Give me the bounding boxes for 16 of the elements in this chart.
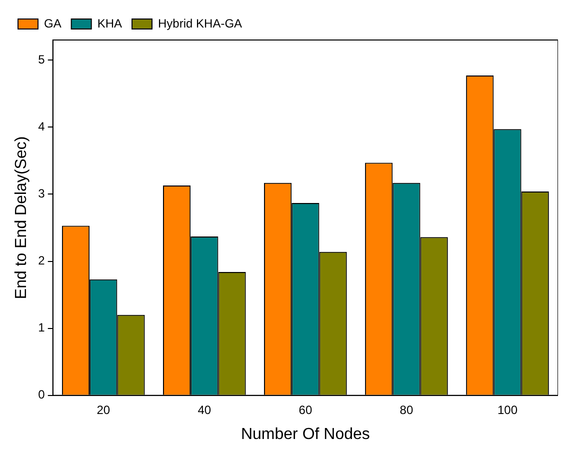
x-tick-label: 60 xyxy=(298,402,312,417)
x-tick-label: 100 xyxy=(497,402,518,417)
y-tick-label: 3 xyxy=(38,186,46,201)
y-tick-label: 0 xyxy=(38,388,46,402)
legend-label: Hybrid KHA-GA xyxy=(158,16,242,30)
y-tick-label: 2 xyxy=(38,254,46,268)
legend-label: GA xyxy=(44,16,62,30)
y-tick-label: 5 xyxy=(38,52,46,66)
legend-label: KHA xyxy=(97,16,122,30)
x-axis-title: Number Of Nodes xyxy=(240,426,370,443)
y-tick-label: 1 xyxy=(38,320,46,335)
x-tick-label: 20 xyxy=(96,402,110,417)
y-axis-title: End to End Delay(Sec) xyxy=(13,136,30,300)
y-tick-label: 4 xyxy=(38,119,46,134)
x-tick-label: 80 xyxy=(400,402,414,417)
x-tick-label: 40 xyxy=(198,402,212,417)
